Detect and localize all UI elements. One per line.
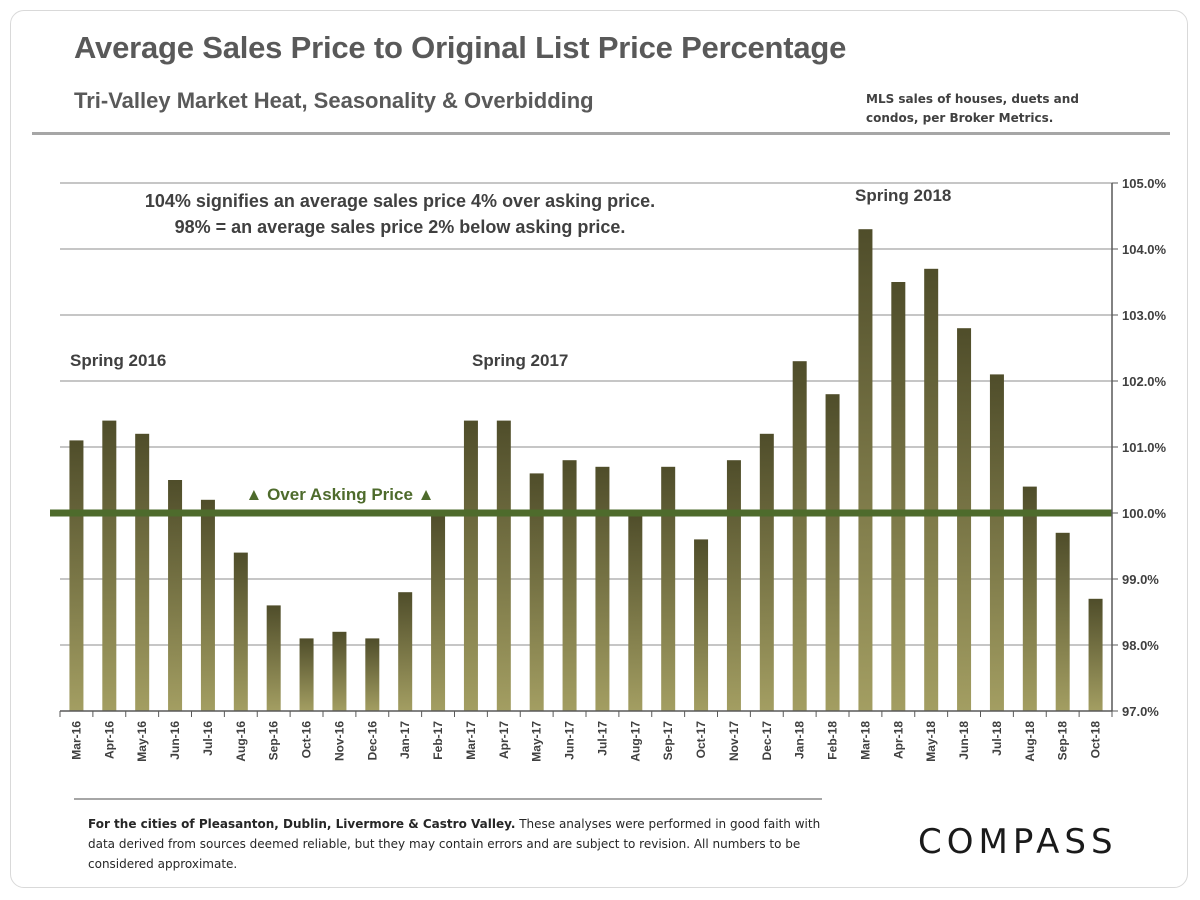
y-tick-label: 97.0% [1122,704,1159,719]
bar-Jun-18 [957,328,972,711]
bar-Oct-18 [1088,598,1103,711]
annotation-note-line1: 104% signifies an average sales price 4%… [145,191,655,211]
x-tick-label: Sep-16 [267,721,281,761]
compass-logo: COMPASS [918,822,1118,862]
x-tick-label: Feb-17 [431,721,445,760]
bar-Feb-17 [431,513,446,711]
bar-Aug-18 [1022,486,1037,711]
bar-Apr-16 [102,420,117,711]
x-tick-label: Apr-17 [497,721,511,759]
x-tick-label: Jun-17 [563,721,577,760]
bar-Jan-17 [398,592,413,711]
bar-Mar-18 [858,229,873,711]
source-note: MLS sales of houses, duets and condos, p… [866,92,1079,125]
bar-Jul-16 [200,499,215,711]
x-tick-label: Apr-16 [102,721,116,759]
y-tick-label: 101.0% [1122,440,1167,455]
annotation-note-line2: 98% = an average sales price 2% below as… [175,217,626,237]
chart-subtitle: Tri-Valley Market Heat, Seasonality & Ov… [74,88,594,113]
x-tick-labels: Mar-16 Apr-16 May-16 Jun-16 Jul-16 Aug-16 Sep-… [69,721,1102,762]
x-tick-label: Oct-18 [1089,721,1103,759]
footer-divider [74,798,822,800]
x-tick-label: Jul-18 [990,721,1004,756]
header-divider [32,132,1170,135]
x-tick-label: Sep-18 [1056,721,1070,761]
bar-Nov-16 [332,631,347,711]
bar-Sep-16 [266,605,281,711]
x-tick-label: Jun-16 [168,721,182,760]
bar-Aug-16 [233,552,248,711]
bar-Feb-18 [825,394,840,711]
x-tick-label: Apr-18 [891,721,905,759]
bar-Jul-17 [595,466,610,711]
bar-Jun-17 [562,460,577,711]
x-tick-label: May-16 [135,721,149,762]
bar-Sep-17 [661,466,676,711]
x-tick-label: Aug-17 [628,721,642,762]
bar-Mar-17 [463,420,478,711]
x-tick-label: Mar-17 [464,721,478,760]
bar-Sep-18 [1055,532,1070,711]
bar-Mar-16 [69,440,84,711]
bar-Dec-17 [759,433,774,711]
y-tick-label: 105.0% [1122,176,1167,191]
axes [59,183,1113,717]
y-tick-label: 104.0% [1122,242,1167,257]
y-tick-label: 103.0% [1122,308,1167,323]
y-tick-label: 100.0% [1122,506,1167,521]
footnote-body: These analyses were performed in good fa… [88,817,821,871]
x-tick-label: Feb-18 [826,721,840,760]
y-tick-labels: 97.0% 98.0% 99.0% 100.0% 101.0% 102.0% 103.0% 1… [1122,176,1167,719]
x-tick-label: Nov-17 [727,721,741,761]
annotation-spring-2016: Spring 2016 [70,351,166,370]
reference-line-label: ▲ Over Asking Price ▲ [246,485,435,504]
bar-Jul-18 [989,374,1004,711]
x-tick-label: Dec-16 [365,721,379,761]
bar-series [69,229,1103,711]
y-tick-label: 98.0% [1122,638,1159,653]
bar-Dec-16 [365,638,380,711]
x-tick-label: Jul-17 [595,721,609,756]
x-tick-label: Oct-16 [300,721,314,759]
reference-layer: ▲ Over Asking Price ▲ [50,485,1112,517]
bar-Jun-16 [168,480,183,711]
y-tick-label: 99.0% [1122,572,1159,587]
x-tick-label: Sep-17 [661,721,675,761]
x-tick-label: Jun-18 [957,721,971,760]
x-tick-label: May-18 [924,721,938,762]
bar-Apr-17 [496,420,511,711]
x-tick-label: Mar-16 [69,721,83,760]
x-tick-label: May-17 [530,721,544,762]
x-tick-label: Nov-16 [332,721,346,761]
bar-Apr-18 [891,282,906,711]
x-tick-label: Mar-18 [858,721,872,760]
x-tick-label: Jul-16 [201,721,215,756]
bar-May-16 [135,433,150,711]
x-tick-label: Jan-17 [398,721,412,759]
bar-Aug-17 [628,513,643,711]
bar-May-18 [924,268,939,711]
footnote-lead: For the cities of Pleasanton, Dublin, Li… [88,817,516,831]
bar-Jan-18 [792,361,807,711]
x-tick-label: Dec-17 [760,721,774,761]
annotation-spring-2017: Spring 2017 [472,351,568,370]
x-tick-label: Aug-18 [1023,721,1037,762]
x-tick-label: Jan-18 [793,721,807,759]
chart-title: Average Sales Price to Original List Pri… [74,30,847,65]
bar-May-17 [529,473,544,711]
annotations: 104% signifies an average sales price 4%… [70,186,951,370]
bar-Oct-16 [299,638,314,711]
x-tick-label: Aug-16 [234,721,248,762]
x-tick-label: Oct-17 [694,721,708,759]
bar-Oct-17 [694,539,709,711]
bar-Nov-17 [726,460,741,711]
y-tick-label: 102.0% [1122,374,1167,389]
annotation-spring-2018: Spring 2018 [855,186,951,205]
footnote: For the cities of Pleasanton, Dublin, Li… [88,814,828,874]
